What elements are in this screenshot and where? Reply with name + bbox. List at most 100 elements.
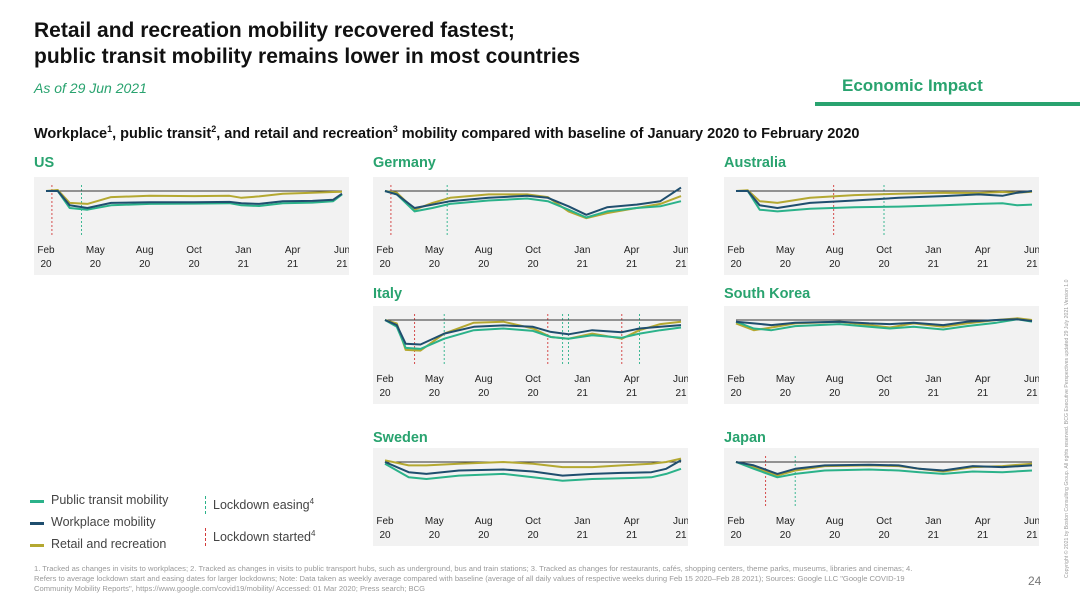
page-title-line-2: public transit mobility remains lower in… [34, 45, 581, 68]
x-tick-month: May [776, 516, 795, 527]
x-tick-month: Jan [925, 245, 941, 256]
x-tick-year: 21 [577, 530, 589, 541]
chart-panel-italy: Feb 20 May 20 Aug 20 Oct 20 Jan 21 Apr 21 Jun 21 [373, 306, 688, 404]
x-tick-year: 21 [577, 259, 589, 270]
x-tick-year: 20 [780, 530, 792, 541]
series-line-transit [46, 190, 343, 211]
x-tick-month: Apr [624, 374, 640, 385]
legend-label: Retail and recreation [51, 537, 167, 551]
x-tick-year: 20 [379, 259, 391, 270]
series-line-workplace [735, 318, 1033, 327]
x-tick-year: 21 [675, 530, 687, 541]
country-label-italy: Italy [373, 286, 403, 302]
x-tick-month: Oct [525, 374, 541, 385]
x-tick-year: 21 [626, 530, 638, 541]
x-tick-year: 21 [675, 259, 687, 270]
x-tick-year: 21 [977, 388, 989, 399]
series-line-retail [45, 189, 343, 205]
series-line-workplace [384, 319, 682, 346]
series-line-workplace [46, 190, 343, 209]
legend-text: Lockdown started [213, 530, 311, 545]
chart-panel-germany: Feb 20 May 20 Aug 20 Oct 20 Jan 21 Apr 21 Jun 21 [373, 177, 688, 275]
x-tick-month: May [425, 245, 444, 256]
legend-text: Lockdown easing [213, 498, 310, 513]
legend-label: Public transit mobility [51, 493, 169, 507]
x-tick-month: Feb [727, 245, 745, 256]
series-line-workplace [384, 459, 682, 477]
country-label-us: US [34, 155, 55, 171]
x-tick-month: Feb [727, 516, 745, 527]
x-tick-year: 20 [829, 530, 841, 541]
x-tick-year: 21 [977, 259, 989, 270]
x-tick-year: 20 [527, 530, 539, 541]
x-tick-month: Oct [876, 516, 892, 527]
x-tick-year: 20 [90, 259, 102, 270]
x-tick-month: Jun [673, 516, 688, 527]
series-line-transit [384, 462, 682, 482]
x-tick-month: Oct [876, 245, 892, 256]
section-label: Economic Impact [842, 76, 983, 95]
footnote-ref: 4 [310, 529, 316, 538]
x-tick-year: 21 [577, 388, 589, 399]
x-tick-year: 20 [878, 530, 890, 541]
x-tick-month: Oct [525, 516, 541, 527]
x-tick-month: Jun [1024, 245, 1039, 256]
x-tick-year: 21 [626, 388, 638, 399]
x-tick-year: 21 [928, 259, 940, 270]
x-tick-month: Aug [136, 245, 154, 256]
x-tick-month: Feb [376, 245, 394, 256]
x-tick-year: 20 [478, 530, 490, 541]
legend-label: Lockdown started4 [213, 529, 315, 544]
x-tick-year: 21 [336, 259, 348, 270]
x-tick-year: 20 [829, 388, 841, 399]
x-tick-year: 21 [928, 530, 940, 541]
x-tick-month: Oct [876, 374, 892, 385]
x-tick-year: 20 [780, 388, 792, 399]
as-of-date: As of 29 Jun 2021 [34, 80, 147, 96]
line-chart-2: Feb 20 May 20 Aug 20 Oct 20 Jan 21 Apr 21 Jun 21 [727, 185, 1039, 270]
chart-panel-japan: Feb 20 May 20 Aug 20 Oct 20 Jan 21 Apr 21 Jun 21 [724, 448, 1039, 546]
line-chart-0: Feb 20 May 20 Aug 20 Oct 20 Jan 21 Apr 21 Jun 21 [37, 185, 349, 270]
series-line-workplace [736, 190, 1033, 209]
x-tick-year: 20 [730, 259, 742, 270]
x-tick-year: 21 [287, 259, 299, 270]
x-tick-month: Jun [1024, 374, 1039, 385]
x-tick-year: 21 [675, 388, 687, 399]
x-tick-year: 21 [928, 388, 940, 399]
footnote-ref: 1 [107, 124, 113, 134]
footnote: 1. Tracked as changes in visits to workp… [34, 564, 913, 593]
country-label-south-korea: South Korea [724, 286, 811, 302]
x-tick-month: May [425, 374, 444, 385]
x-tick-month: Apr [285, 245, 301, 256]
legend-swatch-transit [30, 500, 44, 503]
x-tick-month: Aug [826, 516, 844, 527]
legend-swatch-workplace [30, 522, 44, 525]
x-tick-month: Apr [624, 245, 640, 256]
footnote-ref: 3 [392, 124, 398, 134]
x-tick-month: Feb [376, 516, 394, 527]
x-tick-year: 20 [730, 388, 742, 399]
chart-panel-us: Feb 20 May 20 Aug 20 Oct 20 Jan 21 Apr 21 Jun 21 [34, 177, 349, 275]
x-tick-month: Apr [624, 516, 640, 527]
series-line-retail [384, 457, 682, 469]
x-tick-month: Aug [475, 245, 493, 256]
x-tick-month: Jun [334, 245, 349, 256]
x-tick-year: 20 [478, 388, 490, 399]
page-title: Retail and recreation mobility recovered… [34, 18, 854, 70]
x-tick-month: Jan [574, 374, 590, 385]
x-tick-year: 20 [780, 259, 792, 270]
subtitle-part: , and retail and recreation [216, 125, 393, 142]
chart-panel-australia: Feb 20 May 20 Aug 20 Oct 20 Jan 21 Apr 21 Jun 21 [724, 177, 1039, 275]
legend-label: Workplace mobility [51, 515, 156, 529]
country-label-germany: Germany [373, 155, 436, 171]
country-label-sweden: Sweden [373, 430, 428, 446]
x-tick-year: 21 [1026, 388, 1038, 399]
line-chart-4: Feb 20 May 20 Aug 20 Oct 20 Jan 21 Apr 21 Jun 21 [727, 317, 1039, 399]
x-tick-month: Jan [925, 516, 941, 527]
subtitle-part: Workplace [34, 125, 108, 142]
x-tick-year: 20 [730, 530, 742, 541]
x-tick-year: 21 [977, 530, 989, 541]
series-line-transit [736, 190, 1033, 213]
x-tick-month: Aug [475, 374, 493, 385]
series-line-workplace [735, 461, 1033, 475]
